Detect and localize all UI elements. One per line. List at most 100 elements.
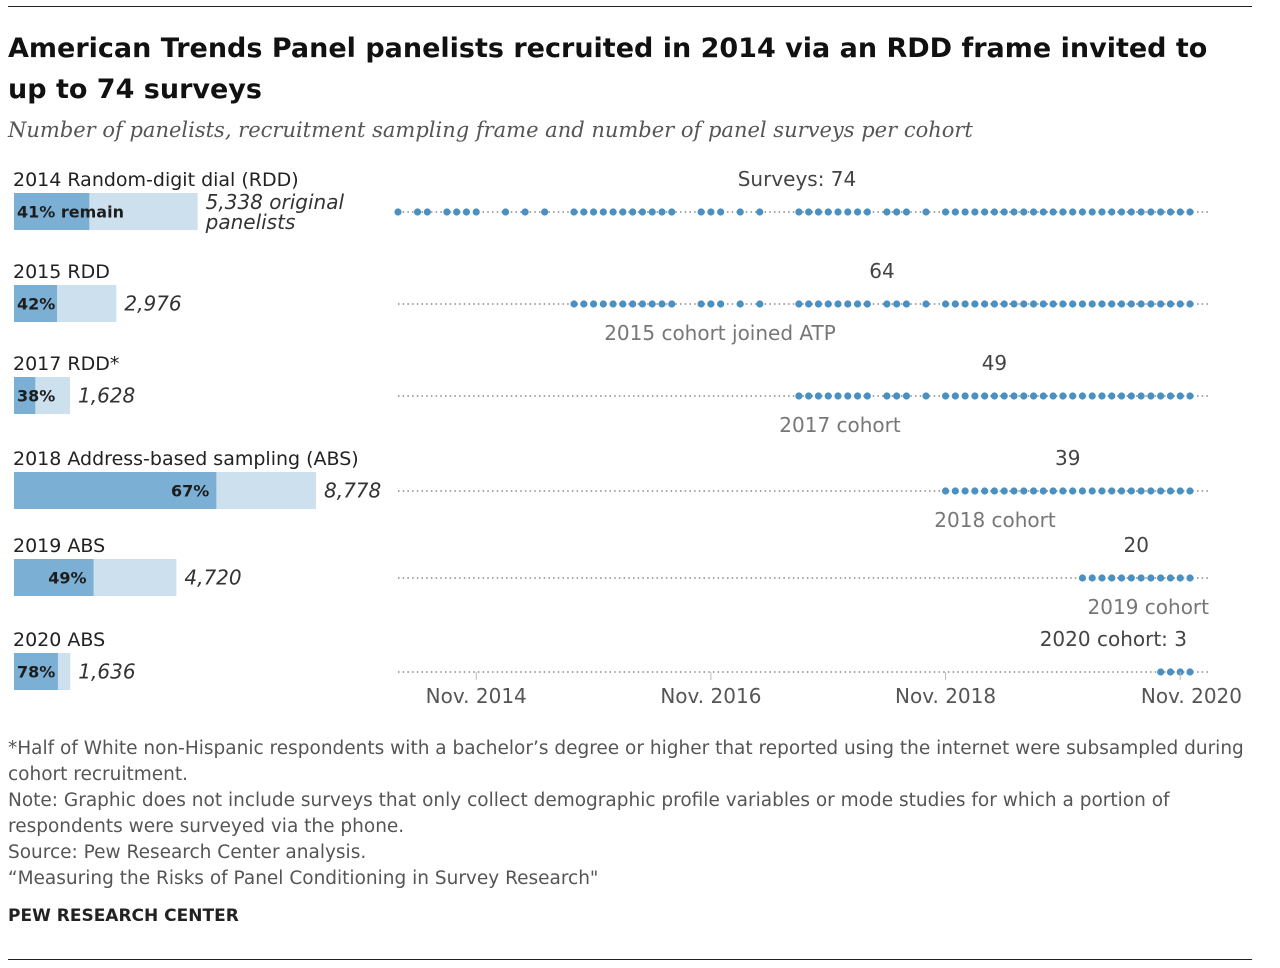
survey-dot bbox=[1078, 574, 1087, 582]
survey-dot bbox=[805, 392, 813, 400]
survey-dot bbox=[1069, 208, 1077, 216]
cohort-join-label: 2019 cohort bbox=[1088, 595, 1210, 619]
survey-dot bbox=[1049, 487, 1057, 495]
survey-dot bbox=[648, 208, 656, 216]
survey-dot bbox=[1157, 208, 1165, 216]
survey-dot bbox=[941, 392, 950, 400]
footnote-note: Note: Graphic does not include surveys t… bbox=[8, 790, 1170, 837]
survey-dot bbox=[453, 208, 461, 216]
survey-dot bbox=[1166, 208, 1175, 216]
survey-dot bbox=[814, 300, 823, 308]
survey-dot bbox=[971, 300, 979, 308]
cohort-row: 2018 Address-based sampling (ABS) 67% 8,77… bbox=[13, 446, 1210, 532]
survey-dot bbox=[1176, 574, 1184, 582]
survey-dot bbox=[1127, 300, 1135, 308]
survey-dot bbox=[1176, 487, 1184, 495]
survey-dot bbox=[853, 392, 862, 400]
survey-dot bbox=[1127, 392, 1135, 400]
survey-dot bbox=[589, 300, 598, 308]
survey-dot bbox=[580, 300, 588, 308]
survey-dot bbox=[1137, 574, 1145, 582]
survey-dot bbox=[1117, 300, 1126, 308]
survey-dot bbox=[1147, 487, 1155, 495]
survey-dot bbox=[1029, 487, 1038, 495]
survey-dot bbox=[609, 300, 617, 308]
x-tick-label: Nov. 2020 bbox=[1141, 684, 1242, 708]
survey-dot bbox=[1078, 300, 1087, 308]
survey-dot bbox=[1029, 208, 1038, 216]
survey-dot bbox=[717, 208, 725, 216]
survey-count-label: 2020 cohort: 3 bbox=[1040, 627, 1187, 651]
survey-dot bbox=[951, 208, 959, 216]
x-tick-label: Nov. 2018 bbox=[895, 684, 996, 708]
survey-dot bbox=[1147, 208, 1155, 216]
survey-dot bbox=[1117, 392, 1126, 400]
survey-dot bbox=[1020, 300, 1028, 308]
survey-dot bbox=[1078, 208, 1087, 216]
survey-dot bbox=[1029, 392, 1038, 400]
survey-dot bbox=[658, 208, 666, 216]
remaining-panelists-bar bbox=[14, 285, 58, 322]
footnote-report: “Measuring the Risks of Panel Conditioni… bbox=[8, 868, 599, 889]
survey-dot bbox=[961, 300, 969, 308]
survey-dot bbox=[981, 208, 989, 216]
survey-dot bbox=[1039, 208, 1047, 216]
survey-dot bbox=[961, 392, 969, 400]
survey-dot bbox=[971, 392, 979, 400]
survey-dot bbox=[971, 208, 979, 216]
survey-dot bbox=[1117, 208, 1126, 216]
cohort-row: 2014 Random-digit dial (RDD) 41% remain 5,… bbox=[13, 167, 1210, 234]
top-rule bbox=[8, 6, 1252, 7]
survey-dot bbox=[1157, 574, 1165, 582]
survey-dot bbox=[883, 392, 891, 400]
survey-dot bbox=[619, 300, 627, 308]
survey-dot bbox=[707, 208, 715, 216]
survey-dot bbox=[981, 392, 989, 400]
remaining-panelists-bar bbox=[14, 653, 58, 690]
survey-dot bbox=[1059, 300, 1067, 308]
survey-dot bbox=[1088, 574, 1096, 582]
survey-dot bbox=[1088, 392, 1096, 400]
survey-dot bbox=[1186, 392, 1194, 400]
survey-dot bbox=[902, 392, 911, 400]
survey-dot bbox=[1108, 300, 1116, 308]
cohort-join-label: 2018 cohort bbox=[934, 508, 1056, 532]
survey-dot bbox=[599, 208, 607, 216]
survey-dot bbox=[1039, 487, 1047, 495]
survey-dot bbox=[717, 300, 725, 308]
survey-dot bbox=[863, 208, 871, 216]
survey-dot bbox=[1186, 208, 1194, 216]
survey-dot bbox=[941, 300, 950, 308]
survey-dot bbox=[756, 300, 764, 308]
survey-dot bbox=[1186, 574, 1194, 582]
survey-dot bbox=[697, 300, 705, 308]
survey-count-label: Surveys: 74 bbox=[738, 167, 857, 191]
survey-dot bbox=[1010, 300, 1018, 308]
survey-dot bbox=[648, 300, 656, 308]
survey-dot bbox=[814, 392, 823, 400]
survey-dot bbox=[1157, 392, 1165, 400]
cohort-label: 2019 ABS bbox=[13, 535, 105, 557]
survey-dot bbox=[844, 392, 852, 400]
cohort-row: 2015 RDD 42% 2,976 64 2015 cohort joined ATP bbox=[13, 259, 1210, 345]
survey-dot bbox=[658, 300, 666, 308]
survey-dot bbox=[1157, 487, 1165, 495]
survey-dot bbox=[1186, 300, 1194, 308]
survey-dot bbox=[834, 208, 842, 216]
survey-dot bbox=[1039, 392, 1047, 400]
survey-dot bbox=[1049, 208, 1057, 216]
survey-dot bbox=[805, 208, 813, 216]
survey-dot bbox=[1000, 487, 1008, 495]
survey-dot bbox=[824, 392, 832, 400]
survey-dot bbox=[941, 487, 950, 495]
survey-dot bbox=[1029, 300, 1038, 308]
survey-dot bbox=[883, 300, 891, 308]
survey-dot bbox=[1088, 208, 1096, 216]
remaining-panelists-bar bbox=[14, 559, 94, 596]
survey-dot bbox=[1157, 668, 1165, 676]
survey-dot bbox=[853, 300, 862, 308]
survey-dot bbox=[902, 300, 911, 308]
survey-dot bbox=[824, 300, 832, 308]
x-tick-label: Nov. 2016 bbox=[660, 684, 761, 708]
survey-count-label: 20 bbox=[1123, 533, 1148, 557]
